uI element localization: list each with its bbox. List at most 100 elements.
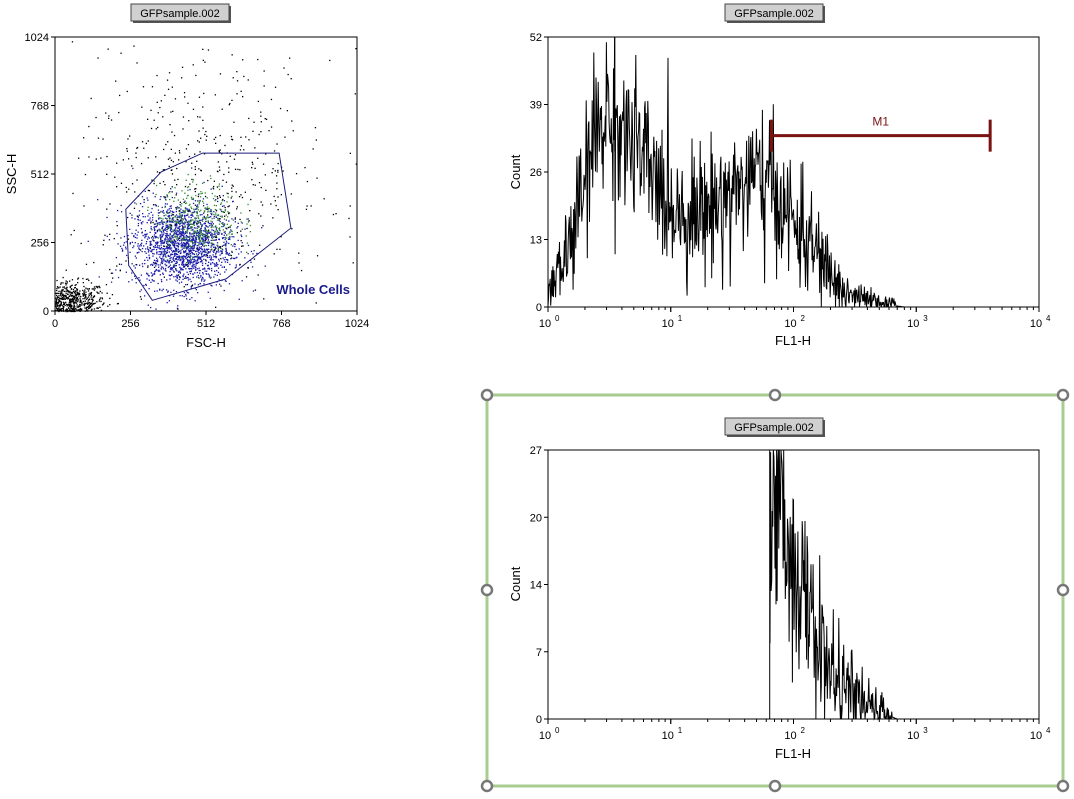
event-dot bbox=[162, 234, 165, 236]
event-dot bbox=[180, 235, 182, 238]
event-dot bbox=[200, 258, 202, 260]
event-dot bbox=[202, 243, 204, 246]
event-dot bbox=[62, 288, 64, 291]
resize-handle[interactable] bbox=[1056, 388, 1070, 402]
event-dot bbox=[87, 302, 89, 304]
event-dot bbox=[189, 236, 191, 238]
resize-handle[interactable] bbox=[480, 388, 494, 402]
event-dot bbox=[329, 59, 331, 62]
event-dot bbox=[169, 234, 171, 236]
event-dot bbox=[206, 248, 209, 250]
event-dot bbox=[88, 294, 90, 297]
event-dot bbox=[228, 283, 231, 285]
event-dot bbox=[167, 290, 169, 292]
event-dot bbox=[163, 221, 166, 223]
event-dot bbox=[181, 233, 183, 236]
event-dot bbox=[65, 309, 67, 311]
event-dot bbox=[202, 268, 204, 270]
resize-handles[interactable] bbox=[480, 388, 1070, 793]
event-dot bbox=[199, 199, 201, 202]
event-dot bbox=[240, 136, 242, 138]
event-dot bbox=[235, 191, 237, 193]
event-dot bbox=[186, 283, 189, 286]
event-dot bbox=[204, 236, 206, 238]
marker-label[interactable]: M1 bbox=[872, 115, 889, 129]
event-dot bbox=[137, 243, 139, 245]
event-dot bbox=[202, 240, 204, 242]
event-dot bbox=[157, 215, 160, 217]
event-dot bbox=[163, 252, 166, 254]
event-dot bbox=[215, 136, 217, 139]
event-dot bbox=[164, 206, 166, 208]
event-dot bbox=[172, 244, 174, 246]
event-dot bbox=[168, 72, 171, 74]
event-dot bbox=[154, 237, 157, 239]
event-dot bbox=[220, 210, 223, 212]
event-dot bbox=[192, 266, 194, 268]
resize-handle[interactable] bbox=[768, 779, 782, 793]
event-dot bbox=[200, 250, 202, 253]
event-dot bbox=[134, 267, 136, 269]
resize-handle[interactable] bbox=[480, 779, 494, 793]
event-dot bbox=[198, 236, 200, 238]
event-dot bbox=[174, 228, 176, 230]
event-dot bbox=[69, 298, 71, 300]
event-dot bbox=[153, 180, 155, 182]
event-dot bbox=[214, 273, 216, 276]
event-dot bbox=[194, 153, 196, 155]
event-dot bbox=[59, 286, 61, 288]
event-dot bbox=[60, 301, 62, 303]
event-dot bbox=[235, 248, 237, 251]
event-dot bbox=[140, 222, 142, 224]
event-dot bbox=[197, 206, 199, 208]
resize-handle[interactable] bbox=[768, 388, 782, 402]
dot-plot[interactable]: GFPsample.002 Whole Cells 0 256 512 768 1024… bbox=[4, 3, 369, 350]
event-dot bbox=[55, 309, 57, 312]
event-dot bbox=[169, 220, 172, 222]
event-dot bbox=[166, 259, 169, 261]
event-dot bbox=[127, 216, 129, 219]
event-dot bbox=[90, 309, 93, 311]
event-dot bbox=[240, 230, 242, 232]
event-dot bbox=[243, 149, 245, 151]
event-dot bbox=[252, 290, 255, 292]
event-dot bbox=[170, 291, 172, 293]
event-dot bbox=[194, 283, 196, 285]
event-dot bbox=[227, 238, 230, 240]
event-dot bbox=[198, 232, 201, 234]
event-dot bbox=[169, 198, 171, 201]
event-dot bbox=[63, 295, 65, 297]
event-dot bbox=[180, 239, 182, 241]
event-dot bbox=[154, 262, 156, 264]
event-dot bbox=[157, 260, 159, 263]
resize-handle[interactable] bbox=[1056, 583, 1070, 597]
event-dot bbox=[224, 230, 226, 233]
whole-cells-gate[interactable] bbox=[125, 152, 292, 301]
event-dot bbox=[207, 265, 209, 267]
event-dot bbox=[187, 173, 189, 176]
event-dot bbox=[159, 254, 162, 256]
event-dot bbox=[187, 273, 189, 276]
gate-label[interactable]: Whole Cells bbox=[276, 282, 350, 297]
event-dot bbox=[148, 190, 151, 192]
m1-marker[interactable] bbox=[769, 119, 992, 152]
event-dot bbox=[222, 225, 224, 228]
resize-handle[interactable] bbox=[1056, 779, 1070, 793]
event-dot bbox=[147, 140, 149, 142]
event-dot bbox=[202, 200, 204, 202]
resize-handle[interactable] bbox=[480, 583, 494, 597]
event-dot bbox=[156, 74, 158, 77]
event-dot bbox=[231, 54, 233, 56]
event-dot bbox=[62, 282, 64, 284]
event-dot bbox=[166, 252, 168, 254]
event-dot bbox=[208, 216, 210, 218]
event-dot bbox=[204, 279, 206, 281]
event-dot bbox=[162, 273, 164, 275]
event-dot bbox=[183, 210, 186, 212]
event-dot bbox=[177, 271, 180, 273]
event-dot bbox=[66, 305, 68, 307]
event-dot bbox=[216, 265, 218, 267]
event-dot bbox=[263, 70, 265, 72]
